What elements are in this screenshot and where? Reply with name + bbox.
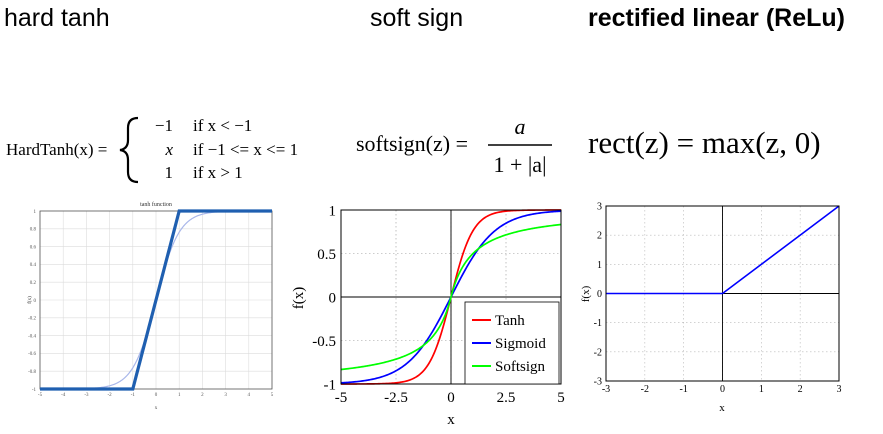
x-tick-label: 2 [201,393,204,398]
y-tick-label: 0.2 [30,281,37,286]
y-axis-label: f(x) [28,296,33,304]
chart-background [0,198,300,413]
y-tick-label: -0.5 [312,334,336,350]
legend-label: Softsign [495,359,546,375]
y-tick-label: 0 [329,290,337,306]
y-tick-label: -0.4 [28,334,36,339]
x-tick-label: 3 [224,393,227,398]
y-axis-label: f(x) [580,285,592,302]
y-tick-label: 0 [34,299,37,304]
legend-label: Tanh [495,313,525,329]
x-tick-label: -2 [641,384,649,395]
y-tick-label: 0.4 [30,263,37,268]
x-axis-label: x [155,406,158,411]
y-tick-label: 1 [597,260,602,271]
y-tick-label: -1 [324,377,337,393]
y-tick-label: -1 [32,388,37,393]
case-condition: if x > 1 [193,163,243,182]
x-tick-label: -3 [602,384,610,395]
y-tick-label: 1 [34,210,37,215]
hardtanh-formula: HardTanh(x) = −1 if x < −1 x if −1 <= x … [6,116,298,184]
hardtanh-series-line [40,209,272,391]
x-tick-label: 5 [557,390,565,406]
softsign-series-line [340,223,562,371]
softsign-formula: softsign(z) = a 1 + |a| [356,114,552,177]
x-tick-label: 3 [837,384,842,395]
y-tick-label: -0.8 [28,370,36,375]
x-tick-label: -1 [679,384,687,395]
plot-frame [340,209,562,385]
x-tick-label: 4 [248,393,251,398]
x-axis-label: x [719,402,725,414]
x-tick-label: -3 [84,393,89,398]
x-axis-label: x [447,412,455,428]
x-tick-label: -4 [61,393,66,398]
x-tick-label: -5 [335,390,348,406]
x-tick-label: 0 [447,390,455,406]
y-axis-label: f(x) [291,287,307,310]
y-tick-label: -3 [594,377,602,388]
heading-relu: rectified linear (ReLu) [588,4,845,32]
y-tick-label: -2 [594,347,602,358]
softsign-denominator: 1 + |a| [494,152,547,177]
softsign-lhs: softsign(z) = [356,131,468,156]
x-tick-label: -2 [108,393,113,398]
y-tick-label: 0 [597,289,602,300]
rect-formula: rect(z) = max(z, 0) [588,125,821,160]
y-tick-label: 2 [597,231,602,242]
hardtanh-chart: tanh function -5 -4 -3 -2 -1 0 1 2 3 4 5 -1 -0.8 -0.6… [0,198,300,413]
heading-hard-tanh: hard tanh [4,4,110,32]
case-value: −1 [155,116,173,135]
x-tick-label: 5 [271,393,274,398]
x-tick-label: -2.5 [384,390,408,406]
heading-soft-sign: soft sign [370,4,464,32]
softsign-chart: -5 -2.5 0 2.5 5 -1 -0.5 0 0.5 1 Tanh Sigmoid Soft… [291,203,565,428]
x-tick-label: 0 [720,384,725,395]
x-tick-label: -1 [131,393,136,398]
y-tick-label: 1 [329,203,337,219]
y-tick-label: 0.8 [30,228,37,233]
case-condition: if x < −1 [193,116,252,135]
y-tick-label: -0.2 [28,317,36,322]
hardtanh-lhs: HardTanh(x) = [6,140,107,159]
x-tick-label: 1 [178,393,181,398]
case-value: 1 [165,163,174,182]
y-tick-label: 0.6 [30,245,37,250]
chart-title: tanh function [140,201,172,208]
softsign-numerator: a [515,114,526,139]
relu-chart: -3 -2 -1 0 1 2 3 -3 -2 -1 0 1 2 3 x f(x) [580,202,842,415]
x-tick-label: 1 [759,384,764,395]
case-condition: if −1 <= x <= 1 [193,140,298,159]
legend-label: Sigmoid [495,336,546,352]
y-tick-label: -1 [594,318,602,329]
x-tick-label: 2.5 [497,390,516,406]
plot-frame [39,210,273,390]
x-tick-label: 2 [798,384,803,395]
relu-series-line [606,205,840,295]
legend: Tanh Sigmoid Softsign [464,301,560,385]
plot-frame [605,205,840,382]
y-tick-label: 0.5 [317,247,336,263]
x-tick-label: -5 [38,393,43,398]
case-value: x [164,140,173,159]
x-tick-label: 0 [155,393,158,398]
y-tick-label: 3 [597,202,602,213]
y-tick-label: -0.6 [28,352,36,357]
left-brace [119,116,139,184]
